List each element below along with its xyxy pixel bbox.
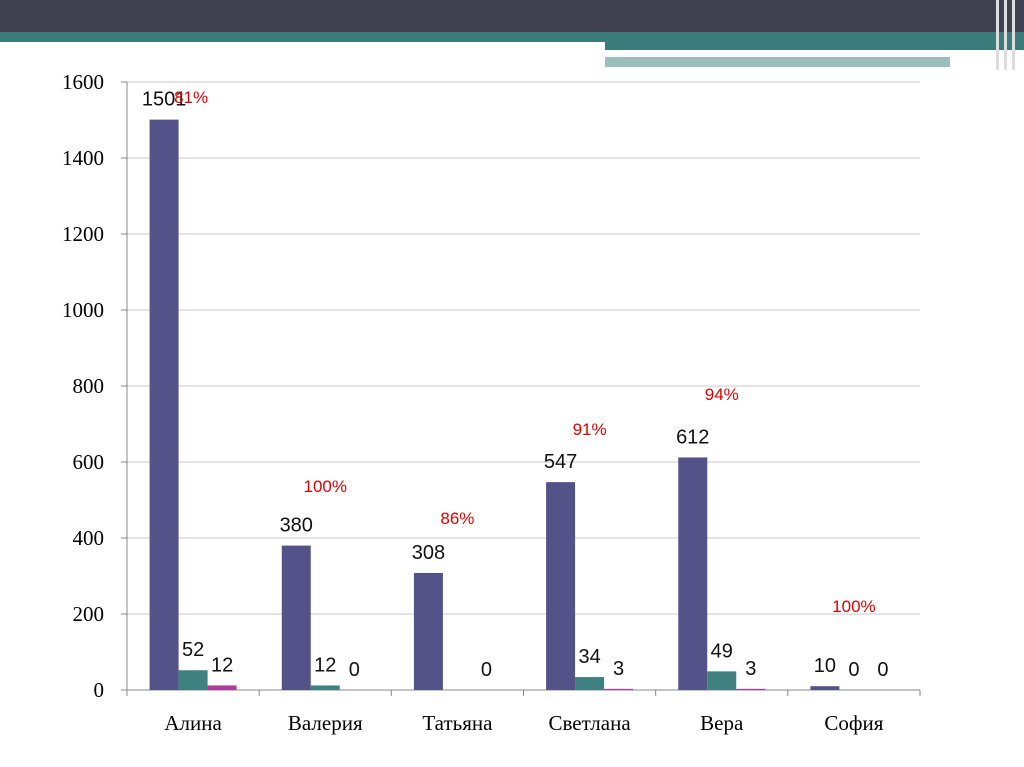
bar — [207, 685, 237, 690]
bar — [546, 482, 576, 690]
plot-area: 02004006008001000120014001600Алина150152… — [62, 70, 921, 735]
data-label: 0 — [877, 659, 888, 681]
annotation: 100% — [832, 597, 875, 616]
bar — [736, 688, 766, 690]
data-label: 612 — [676, 426, 709, 448]
annotation: 94% — [705, 385, 739, 404]
x-tick-label: Алина — [164, 711, 222, 735]
header-accent — [1004, 0, 1007, 70]
x-tick-label: Валерия — [288, 711, 363, 735]
x-tick-label: Татьяна — [422, 711, 493, 735]
data-label: 3 — [745, 658, 756, 680]
x-tick-label: Вера — [700, 711, 744, 735]
data-label: 380 — [280, 515, 313, 537]
bar — [707, 671, 737, 690]
y-tick-label: 1400 — [62, 146, 104, 170]
header-stripe — [605, 42, 1024, 50]
data-label: 49 — [711, 640, 733, 662]
data-label: 10 — [814, 655, 836, 677]
data-label: 3 — [613, 658, 624, 680]
x-tick-label: София — [824, 711, 883, 735]
data-label: 1501 — [142, 89, 187, 111]
data-label: 308 — [412, 542, 445, 564]
header-bar — [0, 0, 1024, 32]
annotation: 100% — [304, 477, 347, 496]
bar — [149, 119, 179, 691]
header-accent — [996, 0, 999, 70]
y-tick-label: 800 — [73, 374, 105, 398]
bar — [413, 572, 443, 690]
y-tick-label: 0 — [94, 678, 105, 702]
bar — [604, 688, 634, 690]
data-label: 12 — [314, 654, 336, 676]
data-label: 0 — [481, 659, 492, 681]
x-tick-label: Светлана — [549, 711, 632, 735]
header-accent — [1012, 0, 1015, 70]
bar — [178, 670, 208, 690]
y-tick-label: 1200 — [62, 222, 104, 246]
bar — [310, 685, 340, 690]
bar — [575, 677, 605, 690]
data-label: 52 — [182, 639, 204, 661]
annotation: 91% — [573, 420, 607, 439]
data-label: 0 — [349, 659, 360, 681]
annotation: 86% — [440, 509, 474, 528]
y-tick-label: 200 — [73, 602, 105, 626]
data-label: 12 — [211, 654, 233, 676]
annotation: 81% — [174, 88, 208, 107]
bar — [678, 457, 708, 690]
bar — [281, 545, 311, 690]
y-tick-label: 400 — [73, 526, 105, 550]
header-stripe — [605, 57, 950, 67]
y-tick-label: 1000 — [62, 298, 104, 322]
bar — [810, 686, 840, 690]
y-tick-label: 1600 — [62, 70, 104, 94]
data-label: 34 — [578, 646, 600, 668]
data-label: 0 — [848, 659, 859, 681]
header-stripe — [0, 32, 1024, 42]
y-tick-label: 600 — [73, 450, 105, 474]
data-label: 547 — [544, 451, 577, 473]
